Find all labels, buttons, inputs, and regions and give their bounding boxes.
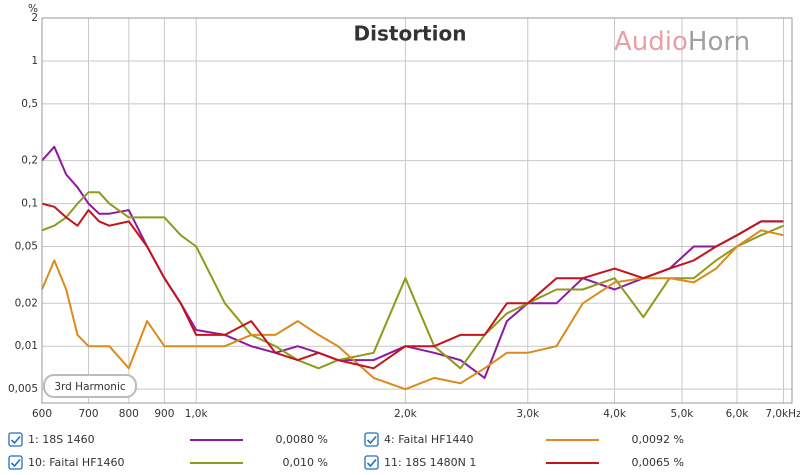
checkmark [10, 458, 21, 468]
y-tick-label: 0,5 [21, 98, 38, 110]
y-tick-label: 2 [31, 12, 38, 24]
y-tick-label: 0,01 [15, 340, 38, 352]
y-tick-label: 0,02 [15, 297, 38, 309]
y-tick-label: 0,2 [21, 155, 38, 167]
x-tick-label: 4,0k [603, 408, 627, 420]
legend-readout: 0,010 % [283, 456, 328, 469]
annotation: 3rd Harmonic [54, 381, 126, 393]
chart-title: Distortion [354, 22, 467, 46]
legend-checkbox[interactable] [8, 432, 23, 447]
checkmark [366, 458, 377, 468]
y-axis-unit: % [28, 3, 38, 15]
plot-lines [41, 145, 784, 391]
legend-name: 11: 18S 1480N 1 [384, 456, 476, 469]
legend-checkbox[interactable] [364, 432, 379, 447]
y-tick-label: 1 [31, 55, 38, 67]
legend-readout: 0,0080 % [276, 433, 328, 446]
legend-readout: 0,0065 % [632, 456, 684, 469]
series-line [41, 202, 784, 370]
legend-name: 1: 18S 1460 [28, 433, 95, 446]
x-tick-label: 2,0k [394, 408, 418, 420]
legend-checkbox[interactable] [364, 455, 379, 470]
legend-readout: 0,0092 % [632, 433, 684, 446]
y-tick-label: 0,1 [21, 198, 38, 210]
x-tick-label: 1,0k [185, 408, 209, 420]
checkmark [366, 435, 377, 445]
checkmark [10, 435, 21, 445]
y-tick-label: 0,05 [15, 241, 38, 253]
legend: 1: 18S 1460 0,0080 % 10: Faital HF1460 0,01… [8, 432, 684, 470]
annotation-box [43, 374, 137, 398]
x-tick-label: 6,0k [726, 408, 750, 420]
x-tick-label: 900 [154, 408, 174, 420]
legend-checkbox[interactable] [8, 455, 23, 470]
x-tick-label: 800 [119, 408, 139, 420]
y-tick-label: 0,005 [8, 383, 38, 395]
x-tick-label: 7,0kHz [765, 408, 800, 420]
legend-name: 10: Faital HF1460 [28, 456, 125, 469]
series-line [41, 229, 784, 391]
x-tick-label: 5,0k [671, 408, 695, 420]
x-tick-label: 3,0k [516, 408, 540, 420]
watermark-part: Audio [614, 27, 688, 57]
watermark-part: Horn [688, 27, 750, 57]
x-tick-label: 700 [79, 408, 99, 420]
plot-frame [41, 17, 793, 404]
watermark: AudioHorn [614, 27, 750, 57]
x-tick-label: 600 [32, 408, 52, 420]
legend-name: 4: Faital HF1440 [384, 433, 474, 446]
